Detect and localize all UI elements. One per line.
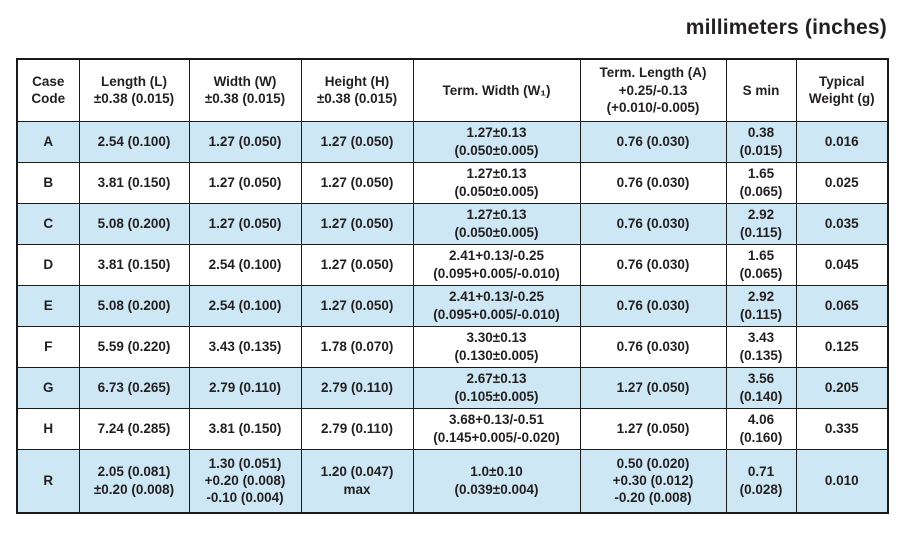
cell-length: 3.81 (0.150) [78, 243, 190, 286]
cell-height: 1.27 (0.050) [300, 243, 414, 286]
cell-term-width: 1.0±0.10 (0.039±0.004) [412, 448, 581, 514]
cell-length: 5.59 (0.220) [78, 325, 190, 368]
cell-width: 1.27 (0.050) [188, 202, 302, 245]
cell-length: 2.54 (0.100) [78, 120, 190, 163]
cell-width: 2.54 (0.100) [188, 243, 302, 286]
cell-s-min: 0.71 (0.028) [725, 448, 797, 514]
table-row-case-r: R 2.05 (0.081) ±0.20 (0.008) 1.30 (0.051… [16, 448, 889, 514]
table-row-case-c: C 5.08 (0.200) 1.27 (0.050) 1.27 (0.050)… [16, 202, 889, 245]
cell-height: 2.79 (0.110) [300, 407, 414, 450]
cell-typical-weight: 0.045 [795, 243, 889, 286]
cell-term-length: 0.76 (0.030) [579, 202, 727, 245]
cell-case-code: F [16, 325, 80, 368]
cell-term-length: 0.76 (0.030) [579, 284, 727, 327]
column-header-s-min: S min [725, 58, 797, 122]
cell-term-width: 1.27±0.13 (0.050±0.005) [412, 202, 581, 245]
cell-s-min: 4.06 (0.160) [725, 407, 797, 450]
cell-case-code: A [16, 120, 80, 163]
cell-term-width: 2.41+0.13/-0.25 (0.095+0.005/-0.010) [412, 243, 581, 286]
cell-term-width: 2.41+0.13/-0.25 (0.095+0.005/-0.010) [412, 284, 581, 327]
cell-term-width: 3.30±0.13 (0.130±0.005) [412, 325, 581, 368]
cell-case-code: R [16, 448, 80, 514]
column-header-width: Width (W) ±0.38 (0.015) [188, 58, 302, 122]
table-row-case-e: E 5.08 (0.200) 2.54 (0.100) 1.27 (0.050)… [16, 284, 889, 327]
table-body: A 2.54 (0.100) 1.27 (0.050) 1.27 (0.050)… [16, 120, 889, 514]
cell-term-width: 2.67±0.13 (0.105±0.005) [412, 366, 581, 409]
cell-s-min: 1.65 (0.065) [725, 161, 797, 204]
cell-term-length: 0.76 (0.030) [579, 325, 727, 368]
cell-length: 5.08 (0.200) [78, 202, 190, 245]
cell-term-length: 1.27 (0.050) [579, 407, 727, 450]
cell-typical-weight: 0.125 [795, 325, 889, 368]
cell-width: 1.27 (0.050) [188, 120, 302, 163]
cell-height: 2.79 (0.110) [300, 366, 414, 409]
table-row-case-b: B 3.81 (0.150) 1.27 (0.050) 1.27 (0.050)… [16, 161, 889, 204]
cell-case-code: H [16, 407, 80, 450]
cell-term-length: 0.76 (0.030) [579, 120, 727, 163]
cell-s-min: 0.38 (0.015) [725, 120, 797, 163]
cell-length: 5.08 (0.200) [78, 284, 190, 327]
cell-s-min: 2.92 (0.115) [725, 202, 797, 245]
header-row: Case Code Length (L) ±0.38 (0.015) Width… [16, 58, 889, 122]
cell-typical-weight: 0.065 [795, 284, 889, 327]
cell-term-width: 3.68+0.13/-0.51 (0.145+0.005/-0.020) [412, 407, 581, 450]
cell-typical-weight: 0.025 [795, 161, 889, 204]
table-row-case-f: F 5.59 (0.220) 3.43 (0.135) 1.78 (0.070)… [16, 325, 889, 368]
table-row-case-g: G 6.73 (0.265) 2.79 (0.110) 2.79 (0.110)… [16, 366, 889, 409]
cell-term-width: 1.27±0.13 (0.050±0.005) [412, 120, 581, 163]
table-row-case-h: H 7.24 (0.285) 3.81 (0.150) 2.79 (0.110)… [16, 407, 889, 450]
cell-term-length: 0.76 (0.030) [579, 161, 727, 204]
cell-s-min: 2.92 (0.115) [725, 284, 797, 327]
cell-length: 7.24 (0.285) [78, 407, 190, 450]
column-header-typical-weight: Typical Weight (g) [795, 58, 889, 122]
cell-height: 1.20 (0.047) max [300, 448, 414, 514]
cell-typical-weight: 0.016 [795, 120, 889, 163]
cell-width: 3.43 (0.135) [188, 325, 302, 368]
cell-case-code: C [16, 202, 80, 245]
cell-length: 3.81 (0.150) [78, 161, 190, 204]
cell-height: 1.27 (0.050) [300, 120, 414, 163]
cell-height: 1.78 (0.070) [300, 325, 414, 368]
cell-height: 1.27 (0.050) [300, 161, 414, 204]
table-row-case-d: D 3.81 (0.150) 2.54 (0.100) 1.27 (0.050)… [16, 243, 889, 286]
cell-width: 3.81 (0.150) [188, 407, 302, 450]
cell-term-length: 1.27 (0.050) [579, 366, 727, 409]
cell-width: 2.79 (0.110) [188, 366, 302, 409]
cell-typical-weight: 0.035 [795, 202, 889, 245]
column-header-height: Height (H) ±0.38 (0.015) [300, 58, 414, 122]
cell-typical-weight: 0.335 [795, 407, 889, 450]
cell-height: 1.27 (0.050) [300, 202, 414, 245]
table-row-case-a: A 2.54 (0.100) 1.27 (0.050) 1.27 (0.050)… [16, 120, 889, 163]
table-header: Case Code Length (L) ±0.38 (0.015) Width… [16, 58, 889, 122]
cell-width: 1.30 (0.051) +0.20 (0.008) -0.10 (0.004) [188, 448, 302, 514]
cell-typical-weight: 0.205 [795, 366, 889, 409]
case-dimensions-table: Case Code Length (L) ±0.38 (0.015) Width… [16, 58, 889, 514]
cell-height: 1.27 (0.050) [300, 284, 414, 327]
units-title: millimeters (inches) [685, 16, 887, 39]
cell-case-code: G [16, 366, 80, 409]
cell-length: 6.73 (0.265) [78, 366, 190, 409]
cell-term-length: 0.76 (0.030) [579, 243, 727, 286]
cell-width: 2.54 (0.100) [188, 284, 302, 327]
cell-case-code: D [16, 243, 80, 286]
cell-s-min: 3.56 (0.140) [725, 366, 797, 409]
cell-s-min: 3.43 (0.135) [725, 325, 797, 368]
column-header-term-width: Term. Width (W₁) [412, 58, 581, 122]
column-header-length: Length (L) ±0.38 (0.015) [78, 58, 190, 122]
cell-width: 1.27 (0.050) [188, 161, 302, 204]
cell-s-min: 1.65 (0.065) [725, 243, 797, 286]
column-header-term-length: Term. Length (A) +0.25/-0.13 (+0.010/-0.… [579, 58, 727, 122]
column-header-case-code: Case Code [16, 58, 80, 122]
cell-term-width: 1.27±0.13 (0.050±0.005) [412, 161, 581, 204]
cell-case-code: B [16, 161, 80, 204]
cell-case-code: E [16, 284, 80, 327]
cell-term-length: 0.50 (0.020) +0.30 (0.012) -0.20 (0.008) [579, 448, 727, 514]
cell-typical-weight: 0.010 [795, 448, 889, 514]
cell-length: 2.05 (0.081) ±0.20 (0.008) [78, 448, 190, 514]
